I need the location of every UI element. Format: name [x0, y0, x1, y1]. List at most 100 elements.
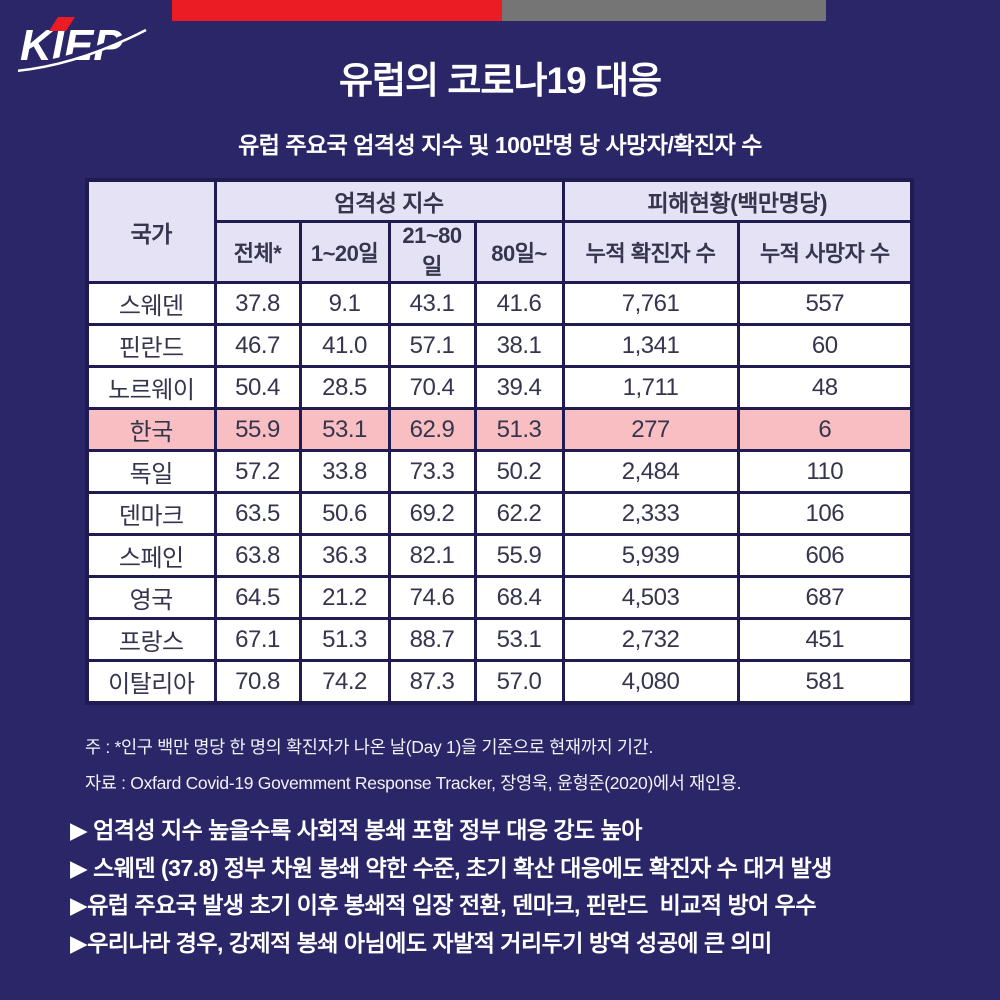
value-cell: 57.1 [387, 323, 477, 368]
value-cell: 2,484 [561, 449, 740, 494]
col-header-cumulative-deaths: 누적 사망자 수 [736, 220, 914, 284]
value-cell: 51.3 [298, 617, 391, 662]
kiep-logo-red-accent [49, 17, 75, 31]
value-cell: 4,503 [561, 575, 740, 620]
country-cell: 한국 [85, 407, 217, 452]
value-cell: 50.2 [473, 449, 565, 494]
col-header-days-21-80: 21~80일 [387, 220, 477, 284]
kiep-logo-graphic: KIEP [15, 17, 147, 73]
value-cell: 70.8 [213, 659, 302, 705]
value-cell: 74.2 [298, 659, 391, 705]
value-cell: 28.5 [298, 365, 391, 410]
value-cell: 63.5 [213, 491, 302, 536]
value-cell: 5,939 [561, 533, 740, 578]
value-cell: 70.4 [387, 365, 477, 410]
value-cell: 51.3 [473, 407, 565, 452]
value-cell: 557 [736, 281, 914, 326]
table-row: 핀란드 46.7 41.0 57.1 38.1 1,341 60 [85, 323, 914, 368]
value-cell: 73.3 [387, 449, 477, 494]
value-cell: 606 [736, 533, 914, 578]
value-cell: 50.6 [298, 491, 391, 536]
table-row: 노르웨이 50.4 28.5 70.4 39.4 1,711 48 [85, 365, 914, 410]
value-cell: 6 [736, 407, 914, 452]
country-cell: 노르웨이 [85, 365, 217, 410]
table-header-group-row: 국가 엄격성 지수 피해현황(백만명당) [85, 178, 914, 284]
value-cell: 687 [736, 575, 914, 620]
value-cell: 57.2 [213, 449, 302, 494]
country-cell: 독일 [85, 449, 217, 494]
country-cell: 스페인 [85, 533, 217, 578]
value-cell: 50.4 [213, 365, 302, 410]
col-header-days-80-plus: 80일~ [473, 220, 565, 284]
value-cell: 88.7 [387, 617, 477, 662]
value-cell: 53.1 [298, 407, 391, 452]
bullet-point-2: ▶ 스웨덴 (37.8) 정부 차원 봉쇄 약한 수준, 초기 확산 대응에도 … [70, 854, 832, 881]
value-cell: 41.0 [298, 323, 391, 368]
col-header-total: 전체* [213, 220, 302, 284]
footnotes: 주 : *인구 백만 명당 한 명의 확진자가 나온 날(Day 1)을 기준으… [85, 729, 945, 801]
country-cell: 프랑스 [85, 617, 217, 662]
value-cell: 55.9 [473, 533, 565, 578]
table-row: 프랑스 67.1 51.3 88.7 53.1 2,732 451 [85, 617, 914, 662]
bullet-point-1: ▶ 엄격성 지수 높을수록 사회적 봉쇄 포함 정부 대응 강도 높아 [70, 817, 642, 843]
value-cell: 38.1 [473, 323, 565, 368]
value-cell: 37.8 [213, 281, 302, 326]
value-cell: 67.1 [213, 617, 302, 662]
country-cell: 이탈리아 [85, 659, 217, 705]
value-cell: 451 [736, 617, 914, 662]
page-title: 유럽의 코로나19 대응 [338, 60, 662, 101]
kiep-logo-swoosh-gap [15, 25, 146, 71]
value-cell: 39.4 [473, 365, 565, 410]
value-cell: 69.2 [387, 491, 477, 536]
country-cell: 덴마크 [85, 491, 217, 536]
col-header-country: 국가 [85, 178, 217, 284]
stringency-table: 국가 엄격성 지수 피해현황(백만명당) 전체* 1~20일 21~80일 80… [85, 178, 915, 705]
value-cell: 110 [736, 449, 914, 494]
value-cell: 21.2 [298, 575, 391, 620]
value-cell: 36.3 [298, 533, 391, 578]
value-cell: 9.1 [298, 281, 391, 326]
value-cell: 2,333 [561, 491, 740, 536]
value-cell: 87.3 [387, 659, 477, 705]
col-header-days-1-20: 1~20일 [298, 220, 391, 284]
value-cell: 1,341 [561, 323, 740, 368]
value-cell: 277 [561, 407, 740, 452]
col-header-cumulative-cases: 누적 확진자 수 [561, 220, 740, 284]
top-bar-red-segment [172, 0, 502, 21]
value-cell: 581 [736, 659, 914, 705]
value-cell: 68.4 [473, 575, 565, 620]
bullet-point-4: ▶우리나라 경우, 강제적 봉쇄 아님에도 자발적 거리두기 방역 성공에 큰 … [70, 929, 772, 956]
country-cell: 스웨덴 [85, 281, 217, 326]
kiep-logo-swoosh [15, 28, 147, 73]
value-cell: 63.8 [213, 533, 302, 578]
value-cell: 57.0 [473, 659, 565, 705]
value-cell: 33.8 [298, 449, 391, 494]
table-row: 영국 64.5 21.2 74.6 68.4 4,503 687 [85, 575, 914, 620]
table-row: 이탈리아 70.8 74.2 87.3 57.0 4,080 581 [85, 659, 914, 705]
value-cell: 48 [736, 365, 914, 410]
kiep-logo: KIEP [15, 14, 148, 76]
value-cell: 4,080 [561, 659, 740, 705]
value-cell: 62.9 [387, 407, 477, 452]
value-cell: 60 [736, 323, 914, 368]
value-cell: 41.6 [473, 281, 565, 326]
value-cell: 53.1 [473, 617, 565, 662]
table-row: 덴마크 63.5 50.6 69.2 62.2 2,333 106 [85, 491, 914, 536]
page-subtitle: 유럽 주요국 엄격성 지수 및 100만명 당 사망자/확진자 수 [238, 132, 762, 158]
table-row: 독일 57.2 33.8 73.3 50.2 2,484 110 [85, 449, 914, 494]
value-cell: 106 [736, 491, 914, 536]
value-cell: 7,761 [561, 281, 740, 326]
bullet-point-3: ▶유럽 주요국 발생 초기 이후 봉쇄적 입장 전환, 덴마크, 핀란드 비교적… [70, 892, 817, 918]
top-bar-gray-segment [502, 0, 826, 21]
value-cell: 64.5 [213, 575, 302, 620]
value-cell: 55.9 [213, 407, 302, 452]
table-row: 스웨덴 37.8 9.1 43.1 41.6 7,761 557 [85, 281, 914, 326]
country-cell: 핀란드 [85, 323, 217, 368]
source-note: 자료 : Oxfard Covid-19 Govemment Response … [85, 773, 742, 793]
value-cell: 2,732 [561, 617, 740, 662]
col-group-damage: 피해현황(백만명당) [561, 178, 914, 223]
country-cell: 영국 [85, 575, 217, 620]
value-cell: 82.1 [387, 533, 477, 578]
value-cell: 46.7 [213, 323, 302, 368]
